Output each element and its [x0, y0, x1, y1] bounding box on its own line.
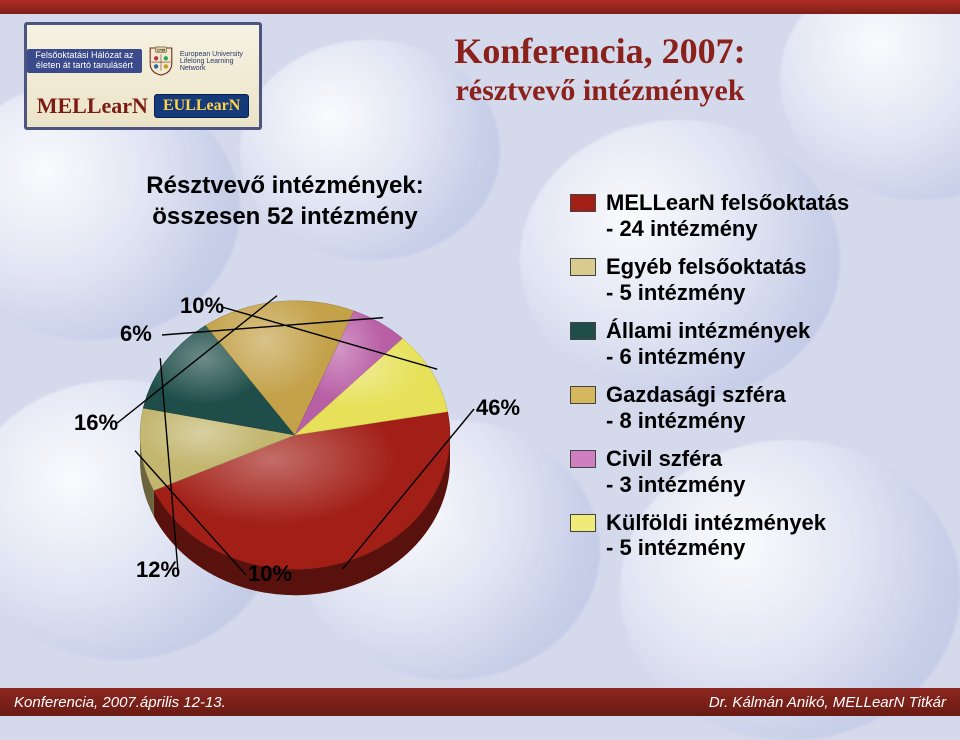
legend-swatch [570, 514, 596, 532]
legend-text: Állami intézmények- 6 intézmény [606, 318, 810, 370]
content-area: Résztvevő intézmények: összesen 52 intéz… [0, 170, 960, 660]
footer-band: Konferencia, 2007.április 12-13. Dr. Kál… [0, 688, 960, 716]
legend-item-mellearn: MELLearN felsőoktatás- 24 intézmény [570, 190, 940, 242]
chart-panel: Résztvevő intézmények: összesen 52 intéz… [0, 170, 570, 660]
legend-text: Civil szféra- 3 intézmény [606, 446, 745, 498]
legend-swatch [570, 450, 596, 468]
crest-year: 1735 [157, 48, 165, 52]
pie-label-allami: 12% [136, 557, 180, 582]
slide-title: Konferencia, 2007: résztvevő intézmények [300, 30, 900, 108]
logo-banner-left: Felsőoktatási Hálózat az életen át tartó… [27, 49, 142, 73]
legend-text: Egyéb felsőoktatás- 5 intézmény [606, 254, 807, 306]
legend-item-allami: Állami intézmények- 6 intézmény [570, 318, 940, 370]
chart-title: Résztvevő intézmények: összesen 52 intéz… [0, 170, 570, 232]
pie-label-mellearn: 46% [476, 395, 520, 420]
chart-title-line2: összesen 52 intézmény [152, 203, 417, 230]
legend-item-civil: Civil szféra- 3 intézmény [570, 446, 940, 498]
pie-chart: 46%10%12%16%6%10% [70, 265, 490, 615]
wordmark-eullearn: EULLearN [154, 94, 249, 118]
legend-text: Külföldi intézmények- 5 intézmény [606, 510, 826, 562]
legend-panel: MELLearN felsőoktatás- 24 intézmény Egyéb… [570, 170, 940, 660]
legend-swatch [570, 194, 596, 212]
pie-label-gazdasagi: 16% [74, 410, 118, 435]
legend-swatch [570, 258, 596, 276]
legend-text: Gazdasági szféra- 8 intézmény [606, 382, 786, 434]
top-band [0, 0, 960, 14]
pie-label-kulfoldi: 10% [180, 293, 224, 318]
legend-item-gazdasagi: Gazdasági szféra- 8 intézmény [570, 382, 940, 434]
legend-item-egyeb: Egyéb felsőoktatás- 5 intézmény [570, 254, 940, 306]
legend-swatch [570, 386, 596, 404]
legend-item-kulfoldi: Külföldi intézmények- 5 intézmény [570, 510, 940, 562]
logo-banner-right: European University Lifelong Learning Ne… [180, 51, 259, 72]
crest-icon: 1735 [148, 33, 174, 89]
legend-swatch [570, 322, 596, 340]
title-line2: résztvevő intézmények [300, 74, 900, 108]
footer-left: Konferencia, 2007.április 12-13. [14, 694, 226, 711]
pie-label-civil: 6% [120, 321, 152, 346]
footer-right: Dr. Kálmán Anikó, MELLearN Titkár [709, 694, 946, 711]
wordmark-mellearn: MELLearN [37, 93, 148, 119]
logo-box: Felsőoktatási Hálózat az életen át tartó… [24, 22, 262, 130]
pie-label-egyeb: 10% [248, 561, 292, 586]
legend-text: MELLearN felsőoktatás- 24 intézmény [606, 190, 849, 242]
chart-title-line1: Résztvevő intézmények: [146, 172, 423, 199]
title-line1: Konferencia, 2007: [300, 30, 900, 72]
